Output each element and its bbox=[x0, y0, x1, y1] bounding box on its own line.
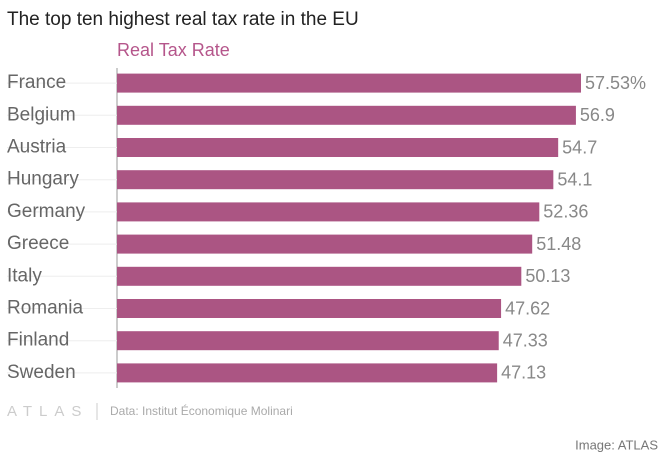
value-label: 51.48 bbox=[536, 234, 581, 254]
category-label: Finland bbox=[7, 330, 69, 351]
bar bbox=[117, 138, 559, 157]
category-label: Romania bbox=[7, 298, 83, 319]
category-label: Germany bbox=[7, 201, 86, 222]
bar bbox=[117, 105, 576, 125]
value-label: 50.13 bbox=[525, 266, 570, 286]
bar bbox=[117, 299, 502, 318]
credit: Image: ATLAS bbox=[575, 437, 658, 452]
value-label: 47.33 bbox=[503, 330, 548, 350]
category-label: Italy bbox=[7, 265, 42, 286]
logo: ATLAS bbox=[7, 403, 88, 420]
value-label: 57.53% bbox=[585, 73, 646, 93]
value-label: 56.9 bbox=[580, 105, 615, 125]
category-label: Belgium bbox=[7, 104, 76, 125]
value-label: 54.1 bbox=[557, 169, 592, 189]
series-label: Real Tax Rate bbox=[117, 40, 230, 60]
bar bbox=[117, 73, 581, 93]
bar bbox=[117, 266, 522, 286]
bar bbox=[117, 202, 540, 222]
category-label: Greece bbox=[7, 233, 69, 254]
chart-title: The top ten highest real tax rate in the… bbox=[7, 9, 359, 30]
bar bbox=[117, 234, 533, 254]
bar bbox=[117, 331, 499, 351]
value-label: 47.13 bbox=[501, 363, 546, 383]
source: Data: Institut Économique Molinari bbox=[110, 403, 293, 418]
value-label: 54.7 bbox=[562, 137, 597, 157]
category-label: Hungary bbox=[7, 169, 79, 190]
bar bbox=[117, 363, 498, 383]
value-label: 47.62 bbox=[505, 298, 550, 318]
value-label: 52.36 bbox=[543, 202, 588, 222]
category-label: Austria bbox=[7, 137, 67, 158]
category-label: France bbox=[7, 72, 66, 93]
category-label: Sweden bbox=[7, 362, 76, 383]
bar bbox=[117, 170, 554, 190]
